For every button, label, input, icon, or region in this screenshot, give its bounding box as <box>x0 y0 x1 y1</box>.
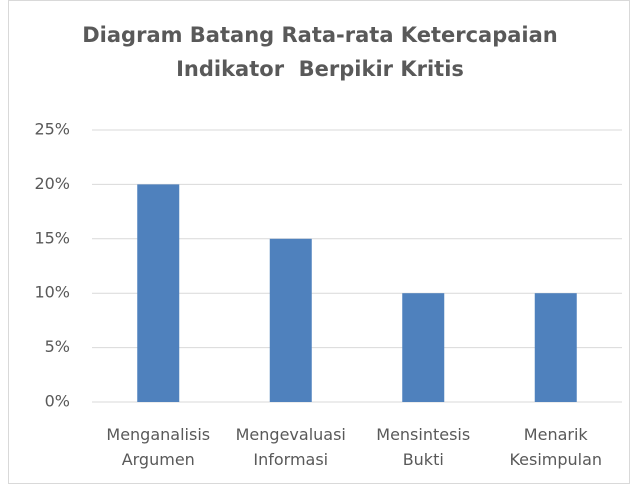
y-tick-label: 25% <box>34 120 70 139</box>
x-tick-label: Menarik Kesimpulan <box>509 425 603 469</box>
y-tick-label: 20% <box>34 174 70 193</box>
y-tick-label: 5% <box>45 337 70 356</box>
x-tick-label: Mensintesis Bukti <box>376 425 471 469</box>
y-tick-label: 0% <box>45 392 70 411</box>
bar <box>402 293 445 402</box>
chart-border <box>8 0 630 484</box>
chart-title: Diagram Batang Rata-rata Ketercapaian In… <box>82 23 558 81</box>
bar <box>534 293 577 402</box>
x-tick-label: Mengevaluasi Informasi <box>235 425 346 469</box>
bar <box>137 184 180 402</box>
y-tick-label: 15% <box>34 228 70 247</box>
bar <box>269 238 312 402</box>
x-tick-label: Menganalisis Argumen <box>106 425 211 469</box>
y-tick-label: 10% <box>34 283 70 302</box>
